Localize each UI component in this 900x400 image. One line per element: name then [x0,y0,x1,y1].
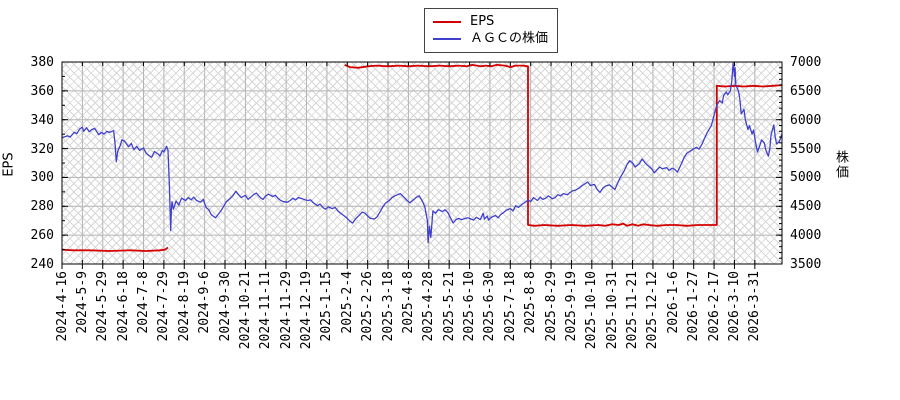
x-axis-tick-label: 2025-5-21 [441,271,457,342]
legend-label-eps: EPS [470,14,495,29]
x-axis-tick-label: 2024-8-19 [176,271,192,342]
right-axis-tick-label: 3500 [790,257,822,272]
x-axis-tick-label: 2025-2-26 [360,271,376,342]
right-axis-tick-label: 7000 [790,55,822,70]
right-axis-tick-label: 6000 [790,112,822,128]
x-axis-tick-label: 2024-12-19 [299,271,315,350]
x-axis-tick-label: 2024-7-8 [136,271,151,334]
x-axis-tick-label: 2024-11-11 [258,271,274,350]
right-axis-tick-label: 4500 [790,199,822,215]
left-axis-tick-label: 280 [30,199,54,215]
x-axis-tick-label: 2025-6-30 [482,271,498,342]
right-axis-tick-label: 4000 [790,228,822,244]
x-axis-tick-label: 2025-10-10 [584,271,600,350]
x-axis-tick-label: 2024-10-21 [237,271,253,350]
x-axis-tick-label: 2025-4-28 [421,271,437,342]
x-axis-tick-label: 2024-6-18 [115,271,131,342]
legend-item-eps: EPS [433,13,549,30]
legend-label-agc-stock-price: ＡＧＣの株価 [470,31,549,46]
x-axis-tick-label: 2025-3-18 [380,271,396,342]
left-axis-tick-label: 240 [30,257,54,272]
x-axis-tick-label: 2025-7-18 [502,271,518,342]
left-axis-tick-label: 380 [30,55,54,70]
eps-series-line [61,246,169,252]
left-axis-tick-label: 360 [30,83,54,99]
x-axis-tick-label: 2026-1-6 [665,271,681,334]
x-axis-tick-label: 2024-5-29 [95,271,111,342]
stock-price-line-sample [433,37,461,40]
x-axis-tick-label: 2024-4-16 [54,271,70,342]
x-axis-tick-label: 2026-2-17 [706,271,722,342]
left-axis-tick-label: 320 [30,141,54,157]
x-axis-tick-label: 2026-3-31 [747,271,763,342]
x-axis-tick-label: 2024-5-9 [74,271,90,334]
x-axis-tick-label: 2024-9-30 [217,271,233,342]
stock-price-series-line [61,62,783,244]
x-axis-tick-label: 2025-8-29 [543,271,559,342]
left-axis-tick-label: 340 [30,112,54,128]
x-axis-tick-label: 2025-10-31 [604,271,620,350]
x-axis-tick-label: 2025-4-8 [400,271,416,334]
right-axis-tick-label: 5500 [790,141,822,157]
left-axis-tick-label: 260 [30,228,54,244]
x-axis-tick-label: 2026-1-27 [686,271,702,342]
x-axis-tick-label: 2024-11-29 [278,271,294,350]
eps-line-sample [433,20,461,23]
plot-area-hatch-background [62,62,782,264]
eps-series-line [344,64,783,227]
right-axis-tick-label: 5000 [790,170,822,186]
x-axis-tick-label: 2024-7-29 [156,271,172,342]
left-axis-title: EPS [1,152,17,177]
plot-border [61,61,783,265]
x-axis-tick-label: 2025-2-4 [339,271,355,334]
legend: EPS ＡＧＣの株価 [424,8,558,53]
x-axis-tick-label: 2025-9-19 [563,271,579,342]
x-axis-tick-label: 2025-8-8 [523,271,539,334]
x-axis-tick-label: 2025-12-12 [645,271,661,350]
x-axis-tick-label: 2026-3-10 [726,271,742,342]
right-axis-tick-label: 6500 [790,83,822,99]
right-axis-title: 株価 [833,150,848,180]
x-axis-tick-label: 2025-11-21 [625,271,641,350]
x-axis-tick-label: 2025-1-15 [319,271,335,342]
legend-item-agc-stock-price: ＡＧＣの株価 [433,30,549,47]
x-axis-tick-label: 2024-9-6 [197,271,213,334]
x-axis-tick-label: 2025-6-10 [462,271,478,342]
left-axis-tick-label: 300 [30,170,54,186]
